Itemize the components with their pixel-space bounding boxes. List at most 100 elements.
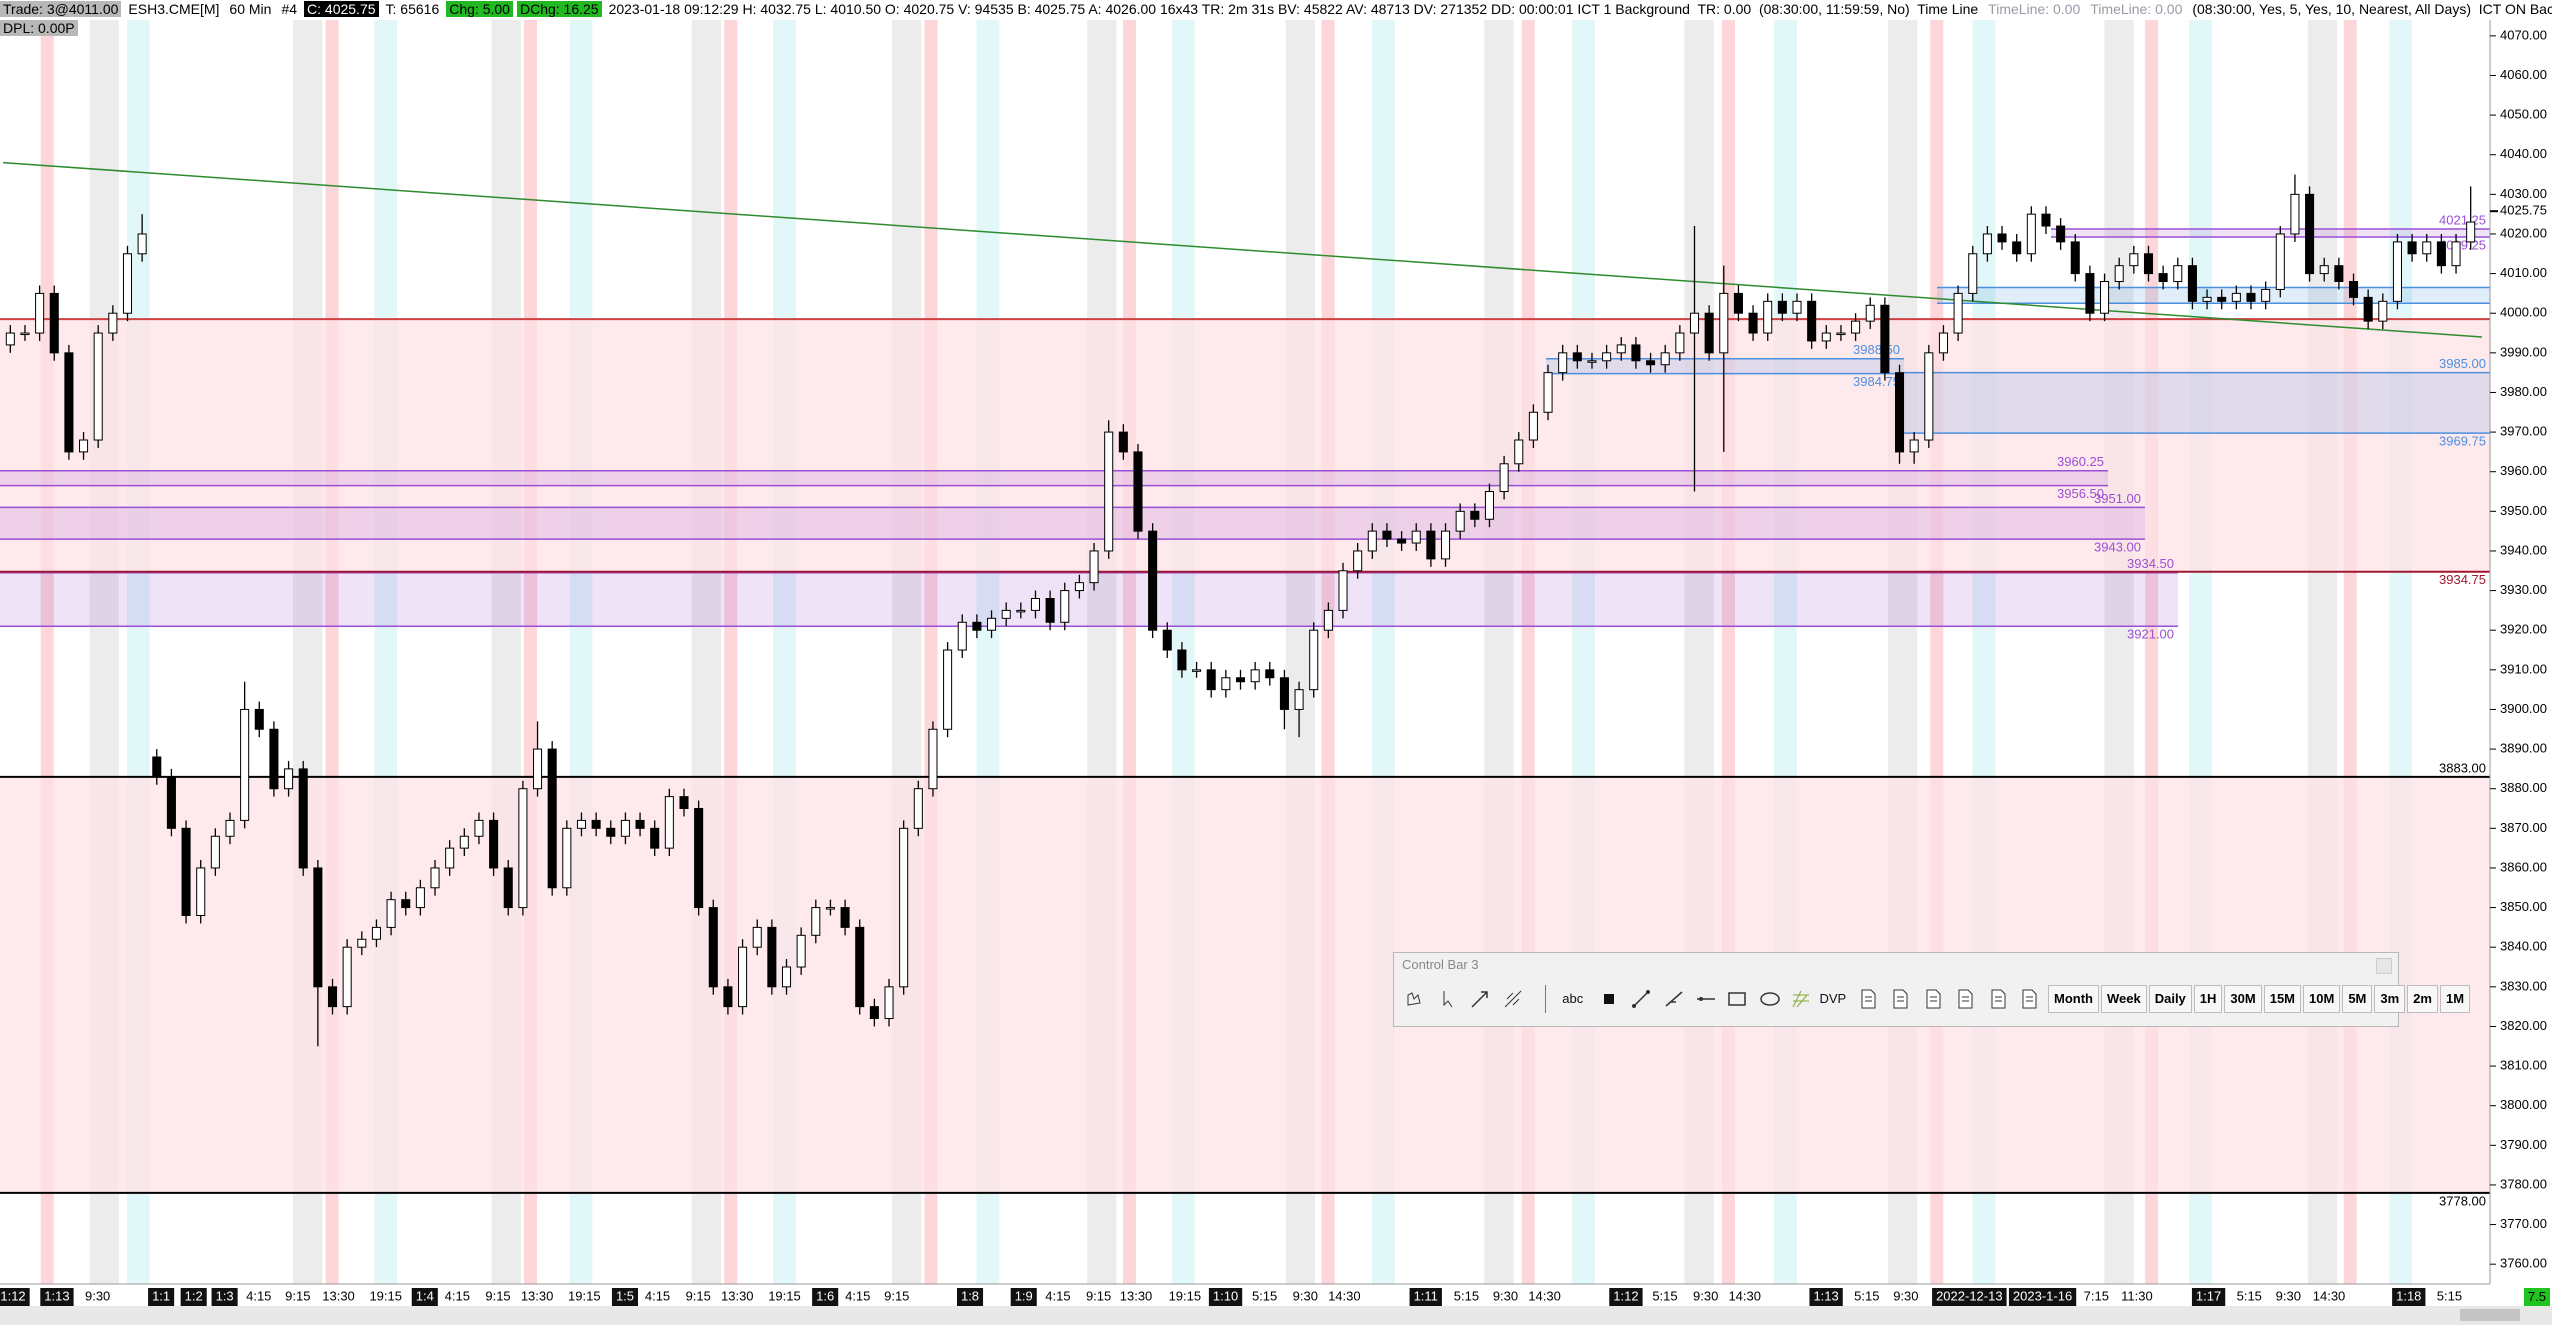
x-label-box [211, 1288, 238, 1306]
zone-label: 3934.50 [2127, 556, 2174, 571]
candle-body [708, 907, 718, 988]
tool-button[interactable] [1951, 985, 1979, 1013]
x-label-box [40, 1288, 74, 1306]
candle-body [855, 926, 865, 1008]
timeframe-button[interactable]: 10M [2303, 985, 2341, 1013]
candle-body [313, 867, 323, 988]
candle-body [738, 946, 748, 1008]
tool-button[interactable] [1919, 985, 1947, 1013]
tool-button[interactable] [1627, 985, 1655, 1013]
tool-button[interactable] [1787, 985, 1815, 1013]
x-tick-label: 1:5 [616, 1288, 634, 1303]
candle-body [298, 768, 308, 869]
x-tick-label: 1:4 [416, 1288, 434, 1303]
candle-body [430, 867, 440, 889]
tool-icon [1958, 989, 1973, 1009]
candle-body [694, 808, 704, 909]
candle-body [210, 835, 220, 869]
candle-body [2158, 273, 2168, 283]
tool-button[interactable] [2015, 985, 2043, 1013]
timeframe-button[interactable]: 30M [2224, 985, 2262, 1013]
candle-body [1250, 669, 1260, 683]
candle-body [5, 332, 15, 346]
candle-body [2290, 193, 2300, 235]
tool-icon [1632, 990, 1651, 1008]
x-tick-label: 19:15 [369, 1288, 402, 1303]
tool-button[interactable] [1595, 985, 1623, 1013]
x-tick-label: 1:12 [1613, 1288, 1638, 1303]
x-label-box [611, 1288, 639, 1306]
candle-body [1997, 233, 2007, 243]
tool-icon [1603, 994, 1614, 1004]
candle-body [225, 819, 235, 837]
status-header: Trade: 3@4011.00 ESH3.CME[M] 60 Min #4 C: 40… [0, 0, 2552, 38]
x-label-box [1932, 1288, 2007, 1306]
tool-button[interactable]: DVP [1819, 991, 1847, 1006]
tool-button[interactable]: abc [1562, 991, 1584, 1006]
timeframe-button[interactable]: 1M [2439, 985, 2471, 1013]
candle-body [1484, 491, 1494, 520]
tool-button[interactable] [1660, 985, 1688, 1013]
x-label-box [2008, 1288, 2077, 1306]
tool-button[interactable] [1499, 985, 1527, 1013]
x-label-box [1809, 1288, 1843, 1306]
candle-body [1118, 431, 1128, 453]
tool-icon [1443, 991, 1453, 1008]
tool-button[interactable] [1723, 985, 1751, 1013]
candle-body [269, 728, 279, 790]
tool-button[interactable] [1435, 985, 1463, 1013]
x-tick-label: 5:15 [1652, 1288, 1677, 1303]
tool-button[interactable] [1886, 985, 1914, 1013]
candle-body [64, 352, 74, 453]
tool-button[interactable] [1466, 985, 1494, 1013]
candle-body [664, 796, 674, 849]
candle-body [1104, 431, 1114, 552]
y-tick-label: 3950.00 [2500, 503, 2547, 518]
timeframe-button[interactable]: 15M [2263, 985, 2302, 1013]
timeframe-button[interactable]: 1H [2193, 985, 2223, 1013]
tool-icon [1665, 991, 1683, 1007]
timeframe-button[interactable]: Daily [2148, 985, 2192, 1013]
candle-body [1558, 352, 1568, 374]
candle-body [2246, 292, 2256, 302]
x-tick-label: 9:30 [1293, 1288, 1318, 1303]
timeframe-button[interactable]: Week [2100, 985, 2147, 1013]
candle-body [2319, 265, 2329, 275]
candle-body [2143, 253, 2154, 275]
candle-body [445, 847, 455, 869]
timeframe-button[interactable]: 5M [2342, 985, 2373, 1013]
tool-button[interactable] [1984, 985, 2012, 1013]
level-band [0, 319, 2490, 572]
tool-button[interactable] [1854, 985, 1882, 1013]
candle-body [1572, 352, 1582, 362]
y-tick-label: 3850.00 [2500, 899, 2547, 914]
candle-body [1455, 510, 1465, 532]
tool-button[interactable] [1692, 985, 1720, 1013]
candle-body [2261, 288, 2271, 302]
status-field: Trade: 3@4011.00 [0, 1, 122, 17]
candle-body [1045, 598, 1055, 623]
timeframe-button[interactable]: 2m [2407, 985, 2438, 1013]
candle-body [591, 819, 601, 829]
scroll-thumb [2460, 1309, 2520, 1321]
y-tick-label: 3870.00 [2500, 820, 2547, 835]
candle-body [2100, 281, 2110, 314]
status-field: TimeLine: 0.00 [1988, 1, 2081, 17]
candle-body [137, 233, 147, 255]
tool-button[interactable] [1756, 985, 1784, 1013]
timeframe-button[interactable]: 3m [2374, 985, 2406, 1013]
x-label-box [956, 1288, 984, 1306]
timeframe-button[interactable]: Month [2048, 985, 2099, 1013]
candle-body [811, 907, 821, 936]
x-tick-label: 9:15 [485, 1288, 510, 1303]
candle-body [357, 938, 367, 948]
zone [1904, 372, 2490, 434]
close-button[interactable] [2376, 958, 2392, 974]
candle-body [1367, 530, 1377, 552]
x-tick-label: 9:15 [1086, 1288, 1111, 1303]
candle-body [1206, 669, 1216, 691]
zone [1546, 358, 1904, 374]
tool-button[interactable] [1400, 985, 1428, 1013]
candle-body [620, 819, 630, 837]
